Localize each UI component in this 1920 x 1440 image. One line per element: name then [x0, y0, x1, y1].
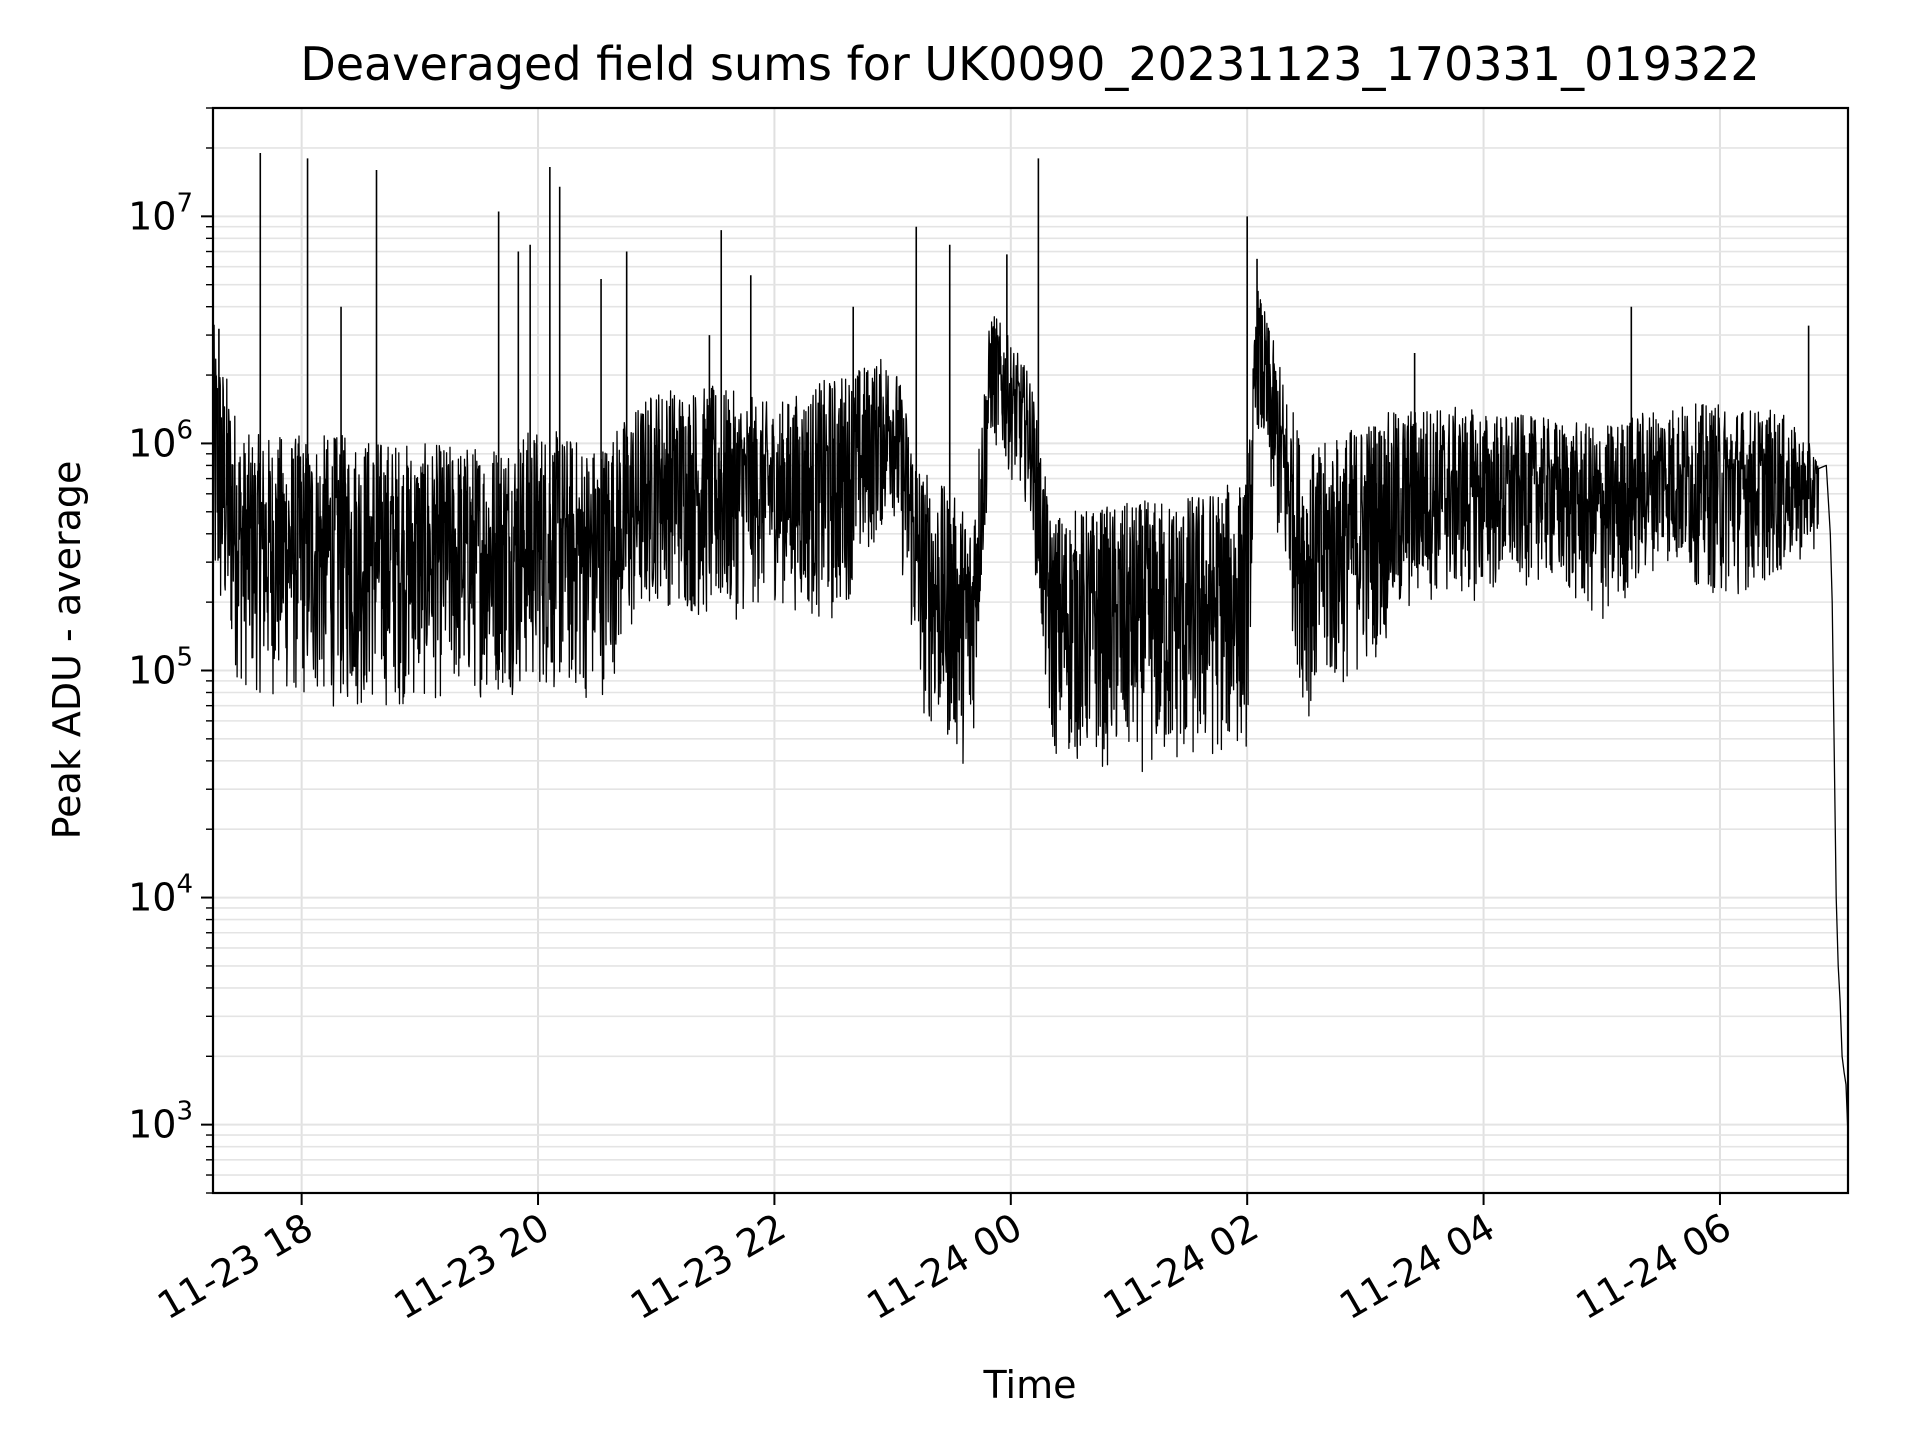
y-tick-base: 10 — [128, 421, 176, 465]
y-axis-label: Peak ADU - average — [45, 461, 89, 840]
x-tick-label: 11-23 18 — [150, 1205, 320, 1329]
y-tick-exponent: 3 — [176, 1097, 193, 1127]
y-tick-label: 103 — [128, 1097, 193, 1147]
x-axis-label: Time — [983, 1363, 1077, 1407]
y-tick-exponent: 5 — [176, 642, 193, 672]
x-tick-label: 11-24 04 — [1332, 1205, 1502, 1329]
y-tick-label: 104 — [128, 870, 193, 920]
y-tick-exponent: 7 — [176, 188, 193, 218]
y-tick-base: 10 — [128, 648, 176, 692]
y-tick-label: 107 — [128, 188, 193, 238]
series-trace — [212, 290, 1849, 1136]
y-tick-base: 10 — [128, 1103, 176, 1147]
plot-area-frame — [211, 106, 1850, 1195]
y-tick-exponent: 6 — [176, 415, 193, 445]
series-line — [212, 153, 1849, 1136]
x-tick-label: 11-24 00 — [859, 1205, 1029, 1329]
chart-title: Deaveraged field sums for UK0090_2023112… — [300, 37, 1759, 91]
x-tick-label: 11-24 02 — [1096, 1205, 1266, 1329]
y-tick-label: 106 — [128, 415, 193, 465]
x-tick-label: 11-23 22 — [623, 1205, 793, 1329]
y-tick-base: 10 — [128, 876, 176, 920]
y-tick-exponent: 4 — [176, 870, 193, 900]
y-tick-label: 105 — [128, 642, 193, 692]
x-tick-label: 11-23 20 — [387, 1205, 557, 1329]
x-tick-label: 11-24 06 — [1568, 1205, 1738, 1329]
y-tick-base: 10 — [128, 194, 176, 238]
axis-ticks: 11-23 18 11-23 20 11-23 22 11-24 00 11-24 02… — [128, 107, 1738, 1329]
